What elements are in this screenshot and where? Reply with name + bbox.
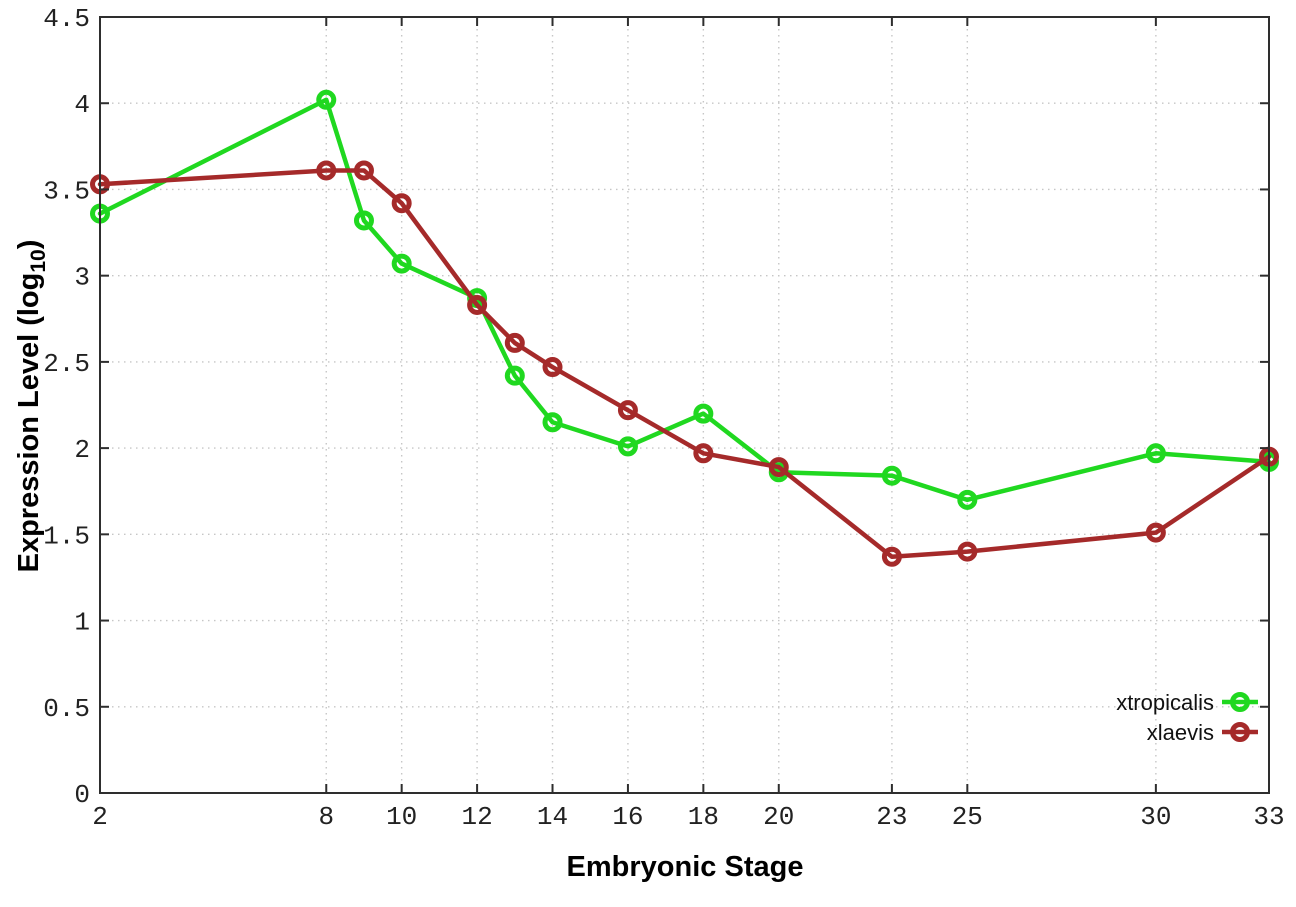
data-point-xlaevis	[768, 457, 789, 478]
data-point-xtropicalis	[1145, 443, 1166, 464]
y-axis-title-end: )	[13, 240, 45, 250]
y-tick-label: 0	[74, 780, 90, 810]
x-tick-label: 18	[688, 802, 719, 832]
y-tick-label: 2	[74, 435, 90, 465]
x-tick-label: 20	[763, 802, 794, 832]
x-tick-label: 23	[876, 802, 907, 832]
x-tick-label: 33	[1253, 802, 1284, 832]
data-point-xlaevis	[617, 400, 638, 421]
legend: xtropicalis xlaevis	[1116, 690, 1258, 745]
data-point-xlaevis	[881, 546, 902, 567]
y-tick-label: 3	[74, 263, 90, 293]
data-point-xtropicalis	[693, 403, 714, 424]
x-tick-label: 16	[612, 802, 643, 832]
series-line-xtropicalis	[97, 97, 1272, 503]
x-tick-label: 14	[537, 802, 568, 832]
y-axis-title-main: Expression Level (log	[13, 273, 45, 573]
grid-layer	[100, 17, 1269, 793]
legend-label-xtropicalis: xtropicalis	[1116, 690, 1214, 715]
y-tick-label: 1	[74, 608, 90, 638]
y-tick-label: 3.5	[43, 176, 90, 206]
x-tick-label: 2	[92, 802, 108, 832]
legend-marker-xtropicalis	[1230, 692, 1250, 712]
y-axis-title: Expression Level (log10)	[13, 240, 50, 573]
legend-label-xlaevis: xlaevis	[1147, 720, 1214, 745]
legend-item-xtropicalis: xtropicalis	[1116, 690, 1258, 715]
y-tick-label: 4	[74, 90, 90, 120]
data-point-xlaevis	[353, 160, 374, 181]
legend-item-xlaevis: xlaevis	[1147, 720, 1258, 745]
data-point-xlaevis	[693, 443, 714, 464]
data-point-xlaevis	[957, 541, 978, 562]
data-point-xlaevis	[1145, 522, 1166, 543]
series-layer	[90, 89, 1279, 567]
data-point-xlaevis	[504, 332, 525, 353]
data-point-xtropicalis	[957, 489, 978, 510]
y-tick-label: 4.5	[43, 4, 90, 34]
x-tick-label: 30	[1140, 802, 1171, 832]
series-line-xlaevis	[97, 168, 1272, 560]
x-tick-label: 12	[461, 802, 492, 832]
series-xlaevis	[90, 160, 1279, 567]
data-point-xlaevis	[467, 294, 488, 315]
x-tick-label: 25	[952, 802, 983, 832]
y-tick-label: 2.5	[43, 349, 90, 379]
y-axis-title-subscript: 10	[27, 249, 50, 272]
tick-labels: 2 8 10 12 14 16 18 20 23 25 30 33 0 0.5 1 1.5 2 2.5 3 3.5 4 4…	[43, 4, 1284, 832]
x-axis-title: Embryonic Stage	[567, 851, 804, 883]
y-tick-label: 0.5	[43, 694, 90, 724]
data-point-xtropicalis	[316, 89, 337, 110]
x-tick-label: 8	[318, 802, 334, 832]
x-tick-label: 10	[386, 802, 417, 832]
legend-marker-xlaevis	[1230, 722, 1250, 742]
data-point-xlaevis	[316, 160, 337, 181]
data-point-xlaevis	[542, 357, 563, 378]
plot-frame	[99, 16, 1270, 794]
data-point-xtropicalis	[881, 465, 902, 486]
data-point-xtropicalis	[391, 253, 412, 274]
data-point-xlaevis	[391, 193, 412, 214]
data-point-xtropicalis	[542, 412, 563, 433]
data-point-xtropicalis	[617, 436, 638, 457]
plot-border	[99, 16, 1270, 794]
data-point-xtropicalis	[353, 210, 374, 231]
y-tick-label: 1.5	[43, 521, 90, 551]
data-point-xtropicalis	[504, 365, 525, 386]
